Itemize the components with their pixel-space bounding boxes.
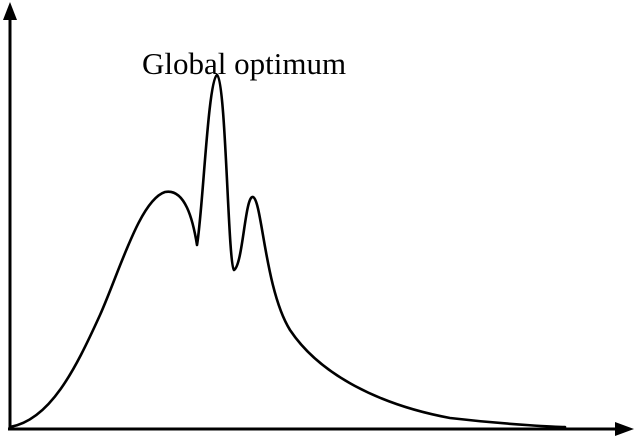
x-axis-arrowhead [615,422,634,436]
fitness-curve [8,73,567,429]
global-optimum-label: Global optimum [142,46,346,81]
y-axis-arrowhead [3,2,17,20]
